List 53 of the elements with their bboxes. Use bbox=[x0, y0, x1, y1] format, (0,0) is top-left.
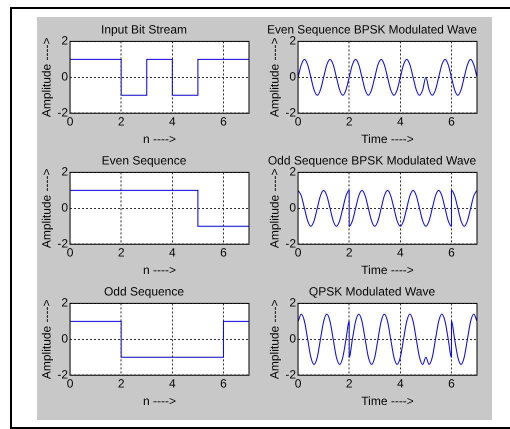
y-tick-label: 0 bbox=[61, 332, 68, 346]
x-tick-label: 2 bbox=[118, 114, 125, 129]
y-axis-title: Amplitude ----> bbox=[268, 299, 282, 380]
x-axis-title: Time ----> bbox=[361, 132, 414, 146]
y-tick-label: -2 bbox=[285, 106, 296, 120]
x-tick-label: 6 bbox=[448, 114, 456, 129]
x-tick-label: 4 bbox=[396, 114, 404, 129]
x-tick-label: 2 bbox=[118, 246, 125, 260]
y-tick-label: -2 bbox=[285, 236, 296, 251]
y-axis-title: Amplitude ----> bbox=[40, 168, 54, 248]
y-tick-label: 0 bbox=[289, 200, 296, 215]
x-axis-title: n ----> bbox=[143, 263, 176, 278]
x-tick-label: 6 bbox=[448, 376, 456, 391]
x-tick-label: 4 bbox=[168, 246, 176, 260]
x-tick-label: 4 bbox=[396, 376, 404, 391]
x-tick-label: 2 bbox=[346, 246, 353, 260]
y-tick-label: 0 bbox=[289, 70, 296, 84]
x-tick-label: 6 bbox=[448, 246, 456, 260]
line-series bbox=[298, 58, 477, 96]
x-axis-title: n ----> bbox=[143, 394, 176, 408]
y-tick-label: -2 bbox=[285, 368, 296, 382]
y-tick-label: -2 bbox=[57, 236, 68, 251]
y-tick-label: 2 bbox=[289, 296, 296, 310]
y-tick-label: 2 bbox=[61, 164, 68, 179]
y-tick-label: -2 bbox=[57, 368, 68, 382]
x-tick-label: 6 bbox=[220, 114, 228, 129]
y-axis-title: Amplitude ----> bbox=[40, 37, 54, 118]
x-tick-label: 6 bbox=[220, 246, 228, 260]
y-axis-title: Amplitude ----> bbox=[268, 37, 282, 118]
x-tick-label: 2 bbox=[346, 376, 353, 391]
chart-title: QPSK Modulated Wave bbox=[308, 284, 436, 299]
x-tick-label: 2 bbox=[118, 376, 125, 391]
x-tick-label: 2 bbox=[346, 114, 353, 129]
x-axis-title: n ----> bbox=[143, 132, 176, 146]
chart-title: Even Sequence bbox=[102, 154, 187, 168]
x-tick-label: 6 bbox=[220, 376, 228, 391]
y-tick-label: 0 bbox=[289, 332, 296, 346]
chart-title: Odd Sequence bbox=[104, 284, 184, 299]
y-tick-label: -2 bbox=[57, 106, 68, 120]
y-tick-label: 2 bbox=[61, 34, 68, 48]
x-tick-label: 4 bbox=[168, 376, 176, 391]
chart-title: Input Bit Stream bbox=[100, 22, 188, 37]
y-tick-label: 2 bbox=[61, 296, 68, 310]
y-tick-label: 0 bbox=[61, 200, 68, 215]
y-axis-title: Amplitude ----> bbox=[40, 299, 54, 380]
x-tick-label: 4 bbox=[168, 114, 176, 129]
x-axis-title: Time ----> bbox=[361, 394, 414, 408]
y-axis-title: Amplitude ----> bbox=[268, 168, 282, 248]
x-axis-title: Time ----> bbox=[361, 263, 414, 278]
x-tick-label: 4 bbox=[396, 246, 404, 260]
line-series bbox=[298, 190, 477, 227]
y-tick-label: 0 bbox=[61, 70, 68, 84]
line-series bbox=[298, 314, 477, 365]
